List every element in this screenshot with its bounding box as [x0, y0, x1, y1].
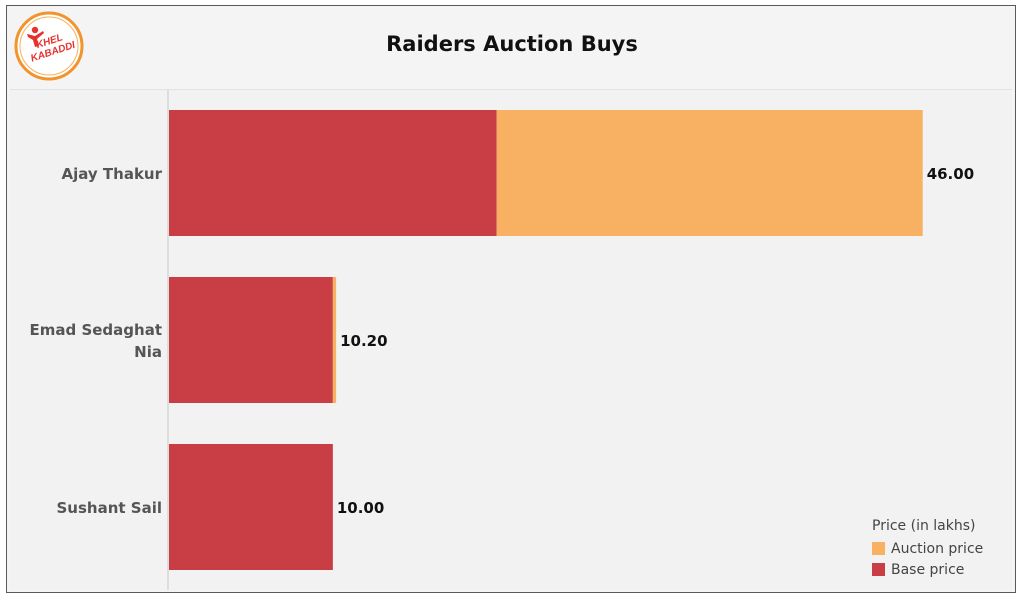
- chart-title: Raiders Auction Buys: [386, 32, 638, 56]
- category-label-0: Ajay Thakur: [62, 165, 163, 183]
- total-label-1: 10.20: [340, 332, 387, 350]
- bar-base-price-1[interactable]: [169, 277, 333, 403]
- legend-item-auction[interactable]: Auction price: [872, 538, 983, 559]
- legend-label-auction: Auction price: [891, 540, 984, 557]
- bar-auction-price-1[interactable]: [332, 277, 337, 403]
- total-label-0: 46.00: [927, 165, 974, 183]
- category-label-1: Emad Sedaghat Nia: [29, 321, 162, 361]
- legend: Price (in lakhs) Auction price Base pric…: [872, 518, 983, 580]
- legend-title: Price (in lakhs): [872, 518, 976, 534]
- legend-swatch-base: [872, 563, 885, 576]
- chart-panel: 46.00 Ajay Thakur 10.20 Emad Sedaghat Nia 10.…: [10, 89, 1012, 590]
- category-label-2: Sushant Sail: [57, 499, 163, 517]
- bar-chart: 46.00 Ajay Thakur 10.20 Emad Sedaghat Nia 10.…: [29, 90, 974, 590]
- dashboard-frame: KHEL KABADDI Raiders Auction Buys 46.00 A…: [6, 5, 1016, 593]
- total-label-2: 10.00: [337, 499, 384, 517]
- legend-item-base[interactable]: Base price: [872, 559, 983, 580]
- bar-auction-price-0[interactable]: [496, 110, 923, 236]
- legend-label-base: Base price: [891, 561, 965, 578]
- bar-base-price-0[interactable]: [169, 110, 497, 236]
- legend-swatch-auction: [872, 542, 885, 555]
- bar-base-price-2[interactable]: [169, 444, 333, 570]
- khel-kabaddi-logo: KHEL KABADDI: [14, 11, 84, 81]
- header: KHEL KABADDI Raiders Auction Buys: [7, 6, 1015, 88]
